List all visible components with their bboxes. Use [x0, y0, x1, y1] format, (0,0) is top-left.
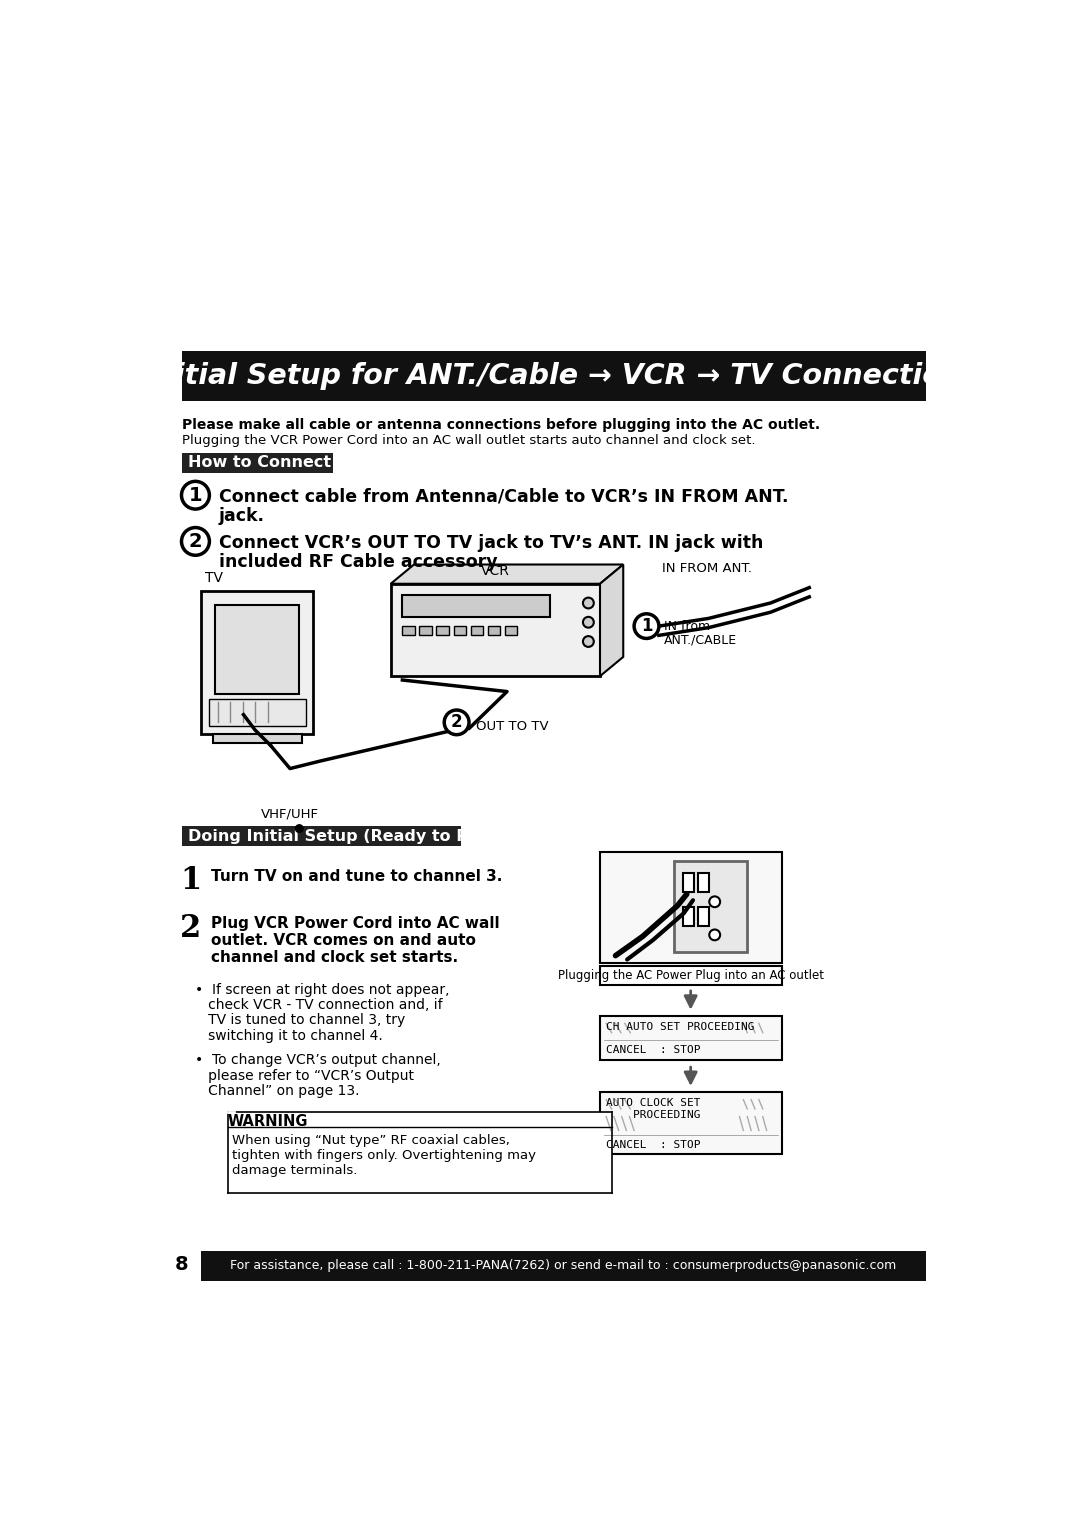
Text: included RF Cable accessory.: included RF Cable accessory.	[218, 553, 502, 571]
Text: Plug VCR Power Cord into AC wall: Plug VCR Power Cord into AC wall	[211, 917, 500, 932]
Bar	[674, 860, 747, 952]
Text: 8: 8	[175, 1254, 188, 1274]
Polygon shape	[600, 564, 623, 677]
Text: Plugging the VCR Power Cord into an AC wall outlet starts auto channel and clock: Plugging the VCR Power Cord into an AC w…	[181, 434, 755, 446]
Circle shape	[583, 597, 594, 608]
Text: 2: 2	[180, 912, 202, 944]
Bar	[391, 584, 600, 677]
Text: TV is tuned to channel 3, try: TV is tuned to channel 3, try	[195, 1013, 406, 1027]
Text: tighten with fingers only. Overtightening may: tighten with fingers only. Overtightenin…	[232, 1149, 536, 1161]
Bar	[403, 626, 415, 636]
Bar	[600, 1016, 782, 1060]
Text: Connect VCR’s OUT TO TV jack to TV’s ANT. IN jack with: Connect VCR’s OUT TO TV jack to TV’s ANT…	[218, 533, 764, 552]
Circle shape	[296, 825, 303, 833]
Text: damage terminals.: damage terminals.	[232, 1164, 357, 1178]
Bar	[201, 591, 313, 733]
Text: Plugging the AC Power Plug into an AC outlet: Plugging the AC Power Plug into an AC ou…	[558, 969, 824, 983]
Circle shape	[634, 614, 659, 639]
Bar	[208, 700, 306, 726]
Text: TV: TV	[205, 571, 222, 585]
Bar	[181, 1112, 611, 1193]
Bar	[403, 596, 550, 617]
Circle shape	[710, 929, 720, 940]
Bar	[181, 452, 333, 472]
Bar	[181, 827, 460, 847]
Text: check VCR - TV connection and, if: check VCR - TV connection and, if	[195, 998, 443, 1012]
Bar	[181, 351, 926, 402]
Bar	[471, 626, 483, 636]
Bar	[699, 908, 710, 926]
Bar	[600, 966, 782, 986]
Text: CANCEL  : STOP: CANCEL : STOP	[606, 1045, 701, 1054]
Text: AUTO CLOCK SET: AUTO CLOCK SET	[606, 1099, 701, 1108]
Bar	[215, 605, 299, 694]
Bar	[419, 626, 432, 636]
Text: WARNING: WARNING	[228, 1114, 309, 1129]
Text: switching it to channel 4.: switching it to channel 4.	[195, 1028, 383, 1042]
Bar	[213, 733, 301, 743]
Bar	[683, 908, 693, 926]
Circle shape	[583, 636, 594, 646]
Circle shape	[444, 711, 469, 735]
Text: 1: 1	[189, 486, 202, 504]
Circle shape	[181, 481, 210, 509]
Text: •  If screen at right does not appear,: • If screen at right does not appear,	[195, 983, 450, 996]
Circle shape	[583, 617, 594, 628]
Bar	[699, 874, 710, 892]
Text: IN FROM ANT.: IN FROM ANT.	[662, 561, 752, 575]
Bar	[454, 626, 465, 636]
Bar	[504, 626, 517, 636]
Text: PROCEEDING: PROCEEDING	[606, 1111, 701, 1120]
Polygon shape	[391, 564, 623, 584]
Text: Turn TV on and tune to channel 3.: Turn TV on and tune to channel 3.	[211, 868, 502, 883]
Circle shape	[181, 527, 210, 555]
Text: When using “Nut type” RF coaxial cables,: When using “Nut type” RF coaxial cables,	[232, 1134, 510, 1146]
Text: For assistance, please call : 1-800-211-PANA(7262) or send e-mail to : consumerp: For assistance, please call : 1-800-211-…	[230, 1259, 896, 1273]
Text: Channel” on page 13.: Channel” on page 13.	[195, 1085, 360, 1099]
Text: OUT TO TV: OUT TO TV	[476, 720, 549, 733]
Bar	[201, 1250, 926, 1282]
Text: Doing Initial Setup (Ready to Play): Doing Initial Setup (Ready to Play)	[188, 828, 501, 843]
Text: Initial Setup for ANT./Cable → VCR → TV Connection: Initial Setup for ANT./Cable → VCR → TV …	[145, 362, 962, 390]
Bar	[600, 851, 782, 963]
Text: jack.: jack.	[218, 507, 265, 524]
Text: VHF/UHF: VHF/UHF	[261, 807, 319, 821]
Text: 1: 1	[180, 865, 201, 895]
Text: VCR: VCR	[481, 564, 510, 578]
Text: CANCEL  : STOP: CANCEL : STOP	[606, 1140, 701, 1149]
Text: Connect cable from Antenna/Cable to VCR’s IN FROM ANT.: Connect cable from Antenna/Cable to VCR’…	[218, 487, 788, 506]
Text: 2: 2	[450, 714, 462, 732]
Text: 2: 2	[189, 532, 202, 552]
Bar	[600, 1093, 782, 1154]
Text: IN from: IN from	[663, 620, 710, 633]
Circle shape	[710, 897, 720, 908]
Bar	[683, 874, 693, 892]
Text: outlet. VCR comes on and auto: outlet. VCR comes on and auto	[211, 934, 476, 949]
Bar	[436, 626, 449, 636]
Text: 1: 1	[640, 617, 652, 636]
Text: please refer to “VCR’s Output: please refer to “VCR’s Output	[195, 1070, 415, 1083]
Text: CH AUTO SET PROCEEDING: CH AUTO SET PROCEEDING	[606, 1022, 755, 1031]
Text: channel and clock set starts.: channel and clock set starts.	[211, 950, 458, 966]
Text: How to Connect: How to Connect	[188, 455, 330, 471]
Bar	[488, 626, 500, 636]
Text: ANT./CABLE: ANT./CABLE	[663, 634, 737, 646]
Text: •  To change VCR’s output channel,: • To change VCR’s output channel,	[195, 1053, 442, 1068]
Text: Please make all cable or antenna connections before plugging into the AC outlet.: Please make all cable or antenna connect…	[181, 419, 820, 432]
